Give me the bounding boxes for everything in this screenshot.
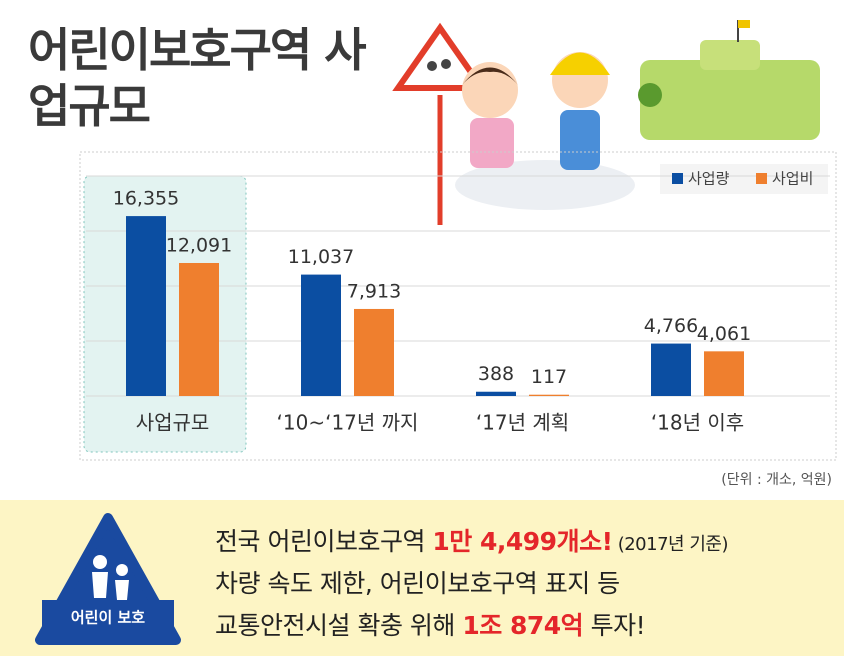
callout: 어린이 보호 전국 어린이보호구역 1만 4,499개소! (2017년 기준)…	[0, 500, 844, 656]
value-label: 4,766	[644, 315, 698, 337]
bar	[704, 351, 744, 396]
value-label: 388	[478, 363, 514, 385]
legend	[660, 164, 828, 194]
callout-line: 전국 어린이보호구역 1만 4,499개소! (2017년 기준)	[215, 522, 728, 558]
illustration	[392, 20, 820, 225]
value-label: 117	[531, 366, 567, 388]
value-label: 12,091	[166, 234, 232, 256]
value-label: 11,037	[288, 246, 354, 268]
value-label: 16,355	[113, 188, 179, 210]
x-tick-label: ‘18년 이후	[651, 411, 744, 435]
bar	[126, 216, 166, 396]
bar	[529, 394, 569, 396]
highlight: 1만 4,499개소!	[432, 527, 613, 556]
x-tick-label: 사업규모	[136, 411, 210, 435]
sign: 어린이 보호	[35, 513, 181, 645]
callout-line: 차량 속도 제한, 어린이보호구역 표지 등	[215, 569, 620, 598]
bar	[179, 262, 219, 396]
title: 어린이보호구역 사업규모	[28, 23, 367, 133]
legend-swatch	[756, 173, 767, 184]
bar	[354, 308, 394, 396]
callout-line: 교통안전시설 확충 위해 1조 874억 투자!	[215, 606, 646, 642]
bar	[651, 343, 691, 396]
text: (2017년 기준)	[612, 534, 729, 555]
value-label: 4,061	[697, 323, 751, 345]
unit-note: (단위 : 개소, 억원)	[721, 472, 832, 488]
plot-frame	[79, 151, 837, 461]
sign-text: 어린이 보호	[71, 609, 145, 627]
text: 전국 어린이보호구역	[215, 527, 433, 556]
highlight: 1조 874억	[462, 611, 584, 640]
bar	[301, 274, 341, 396]
legend-label: 사업비	[772, 170, 813, 188]
text: 투자!	[583, 611, 646, 640]
x-tick-label: ‘10~‘17년 까지	[277, 411, 419, 435]
x-tick-label: ‘17년 계획	[476, 411, 569, 435]
value-label: 7,913	[347, 280, 401, 302]
legend-swatch	[672, 173, 683, 184]
text: 교통안전시설 확충 위해	[215, 611, 463, 640]
bar	[476, 391, 516, 396]
legend-label: 사업량	[688, 170, 730, 188]
